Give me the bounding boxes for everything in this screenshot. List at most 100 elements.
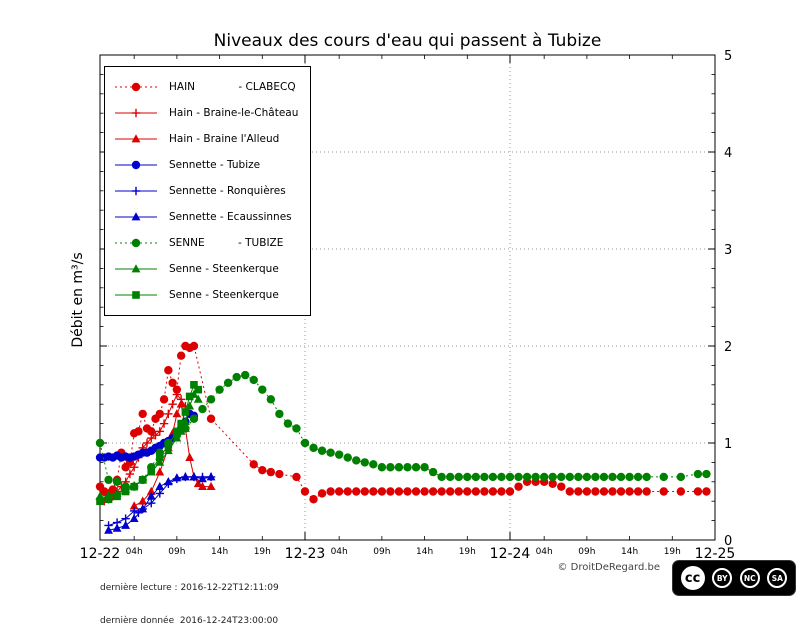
marker-triangle — [198, 481, 207, 491]
legend-marker-triangle-icon — [115, 134, 157, 143]
marker-circle — [300, 487, 310, 496]
marker-circle — [565, 487, 574, 496]
y-tick-label: 4 — [724, 146, 732, 161]
marker-circle — [591, 472, 600, 482]
plot-border — [99, 54, 716, 541]
marker-circle — [326, 448, 335, 457]
y-tick-label: 2 — [724, 340, 732, 355]
marker-circle — [608, 472, 617, 482]
marker-circle — [411, 463, 421, 472]
series-markers-hain-braine-le-chateau — [95, 390, 190, 506]
marker-circle — [258, 385, 267, 394]
marker-circle — [403, 487, 412, 496]
marker-circle — [95, 438, 105, 448]
last-data-text: dernière donnée 2016-12-24T23:00:00 — [100, 616, 279, 626]
marker-circle — [343, 453, 352, 462]
marker-square — [147, 466, 156, 474]
marker-circle — [309, 443, 318, 453]
marker-circle — [266, 467, 276, 477]
marker-circle — [471, 472, 481, 482]
marker-circle — [275, 469, 284, 479]
marker-triangle — [193, 478, 203, 488]
marker-circle — [223, 378, 233, 388]
x-major-label: 12-24 — [490, 546, 531, 562]
legend-marker-square-icon — [115, 291, 157, 299]
marker-circle — [131, 238, 141, 248]
marker-circle — [249, 375, 258, 385]
marker-circle — [386, 463, 395, 472]
legend-label-hain-braine-le-chateau: Hain - Braine-le-Château — [169, 107, 299, 119]
marker-circle — [693, 487, 703, 496]
marker-circle — [539, 472, 549, 482]
x-major-label: 12-25 — [695, 546, 736, 562]
chart-canvas: 0 1 2 3 4 5 12-22 12-23 12-24 12-25 04h 09h 14h 19h 04… — [80, 49, 736, 562]
marker-triangle — [206, 481, 216, 491]
legend-label-sennette-ronquieres: Sennette - Ronquières — [169, 185, 286, 197]
marker-circle — [232, 372, 241, 382]
legend-label-hain-clabecq: HAIN - CLABECQ — [169, 81, 296, 93]
marker-circle — [582, 472, 592, 482]
marker-triangle — [163, 477, 173, 486]
marker-triangle — [176, 399, 186, 408]
legend-box: HAIN - CLABECQ Hain - Braine-le-Château Ha… — [104, 66, 312, 316]
y-axis-label: Débit en m³/s — [70, 252, 86, 348]
x-minor-label: 09h — [168, 547, 185, 557]
marker-triangle — [193, 394, 203, 403]
marker-circle — [702, 469, 711, 479]
marker-circle — [176, 351, 186, 360]
legend-item-hain-clabecq: HAIN - CLABECQ — [113, 74, 298, 100]
cc-by-icon: BY — [712, 568, 733, 588]
legend-marker-triangle-icon — [115, 212, 157, 221]
marker-circle — [112, 477, 122, 486]
marker-circle — [428, 467, 438, 477]
marker-circle — [159, 395, 169, 404]
marker-triangle — [172, 473, 182, 482]
marker-circle — [676, 472, 686, 482]
marker-circle — [522, 472, 532, 482]
marker-circle — [189, 341, 199, 351]
marker-circle — [488, 487, 498, 496]
marker-circle — [292, 472, 301, 482]
marker-circle — [394, 463, 404, 472]
marker-circle — [659, 487, 668, 496]
marker-circle — [360, 487, 369, 496]
marker-circle — [420, 487, 429, 496]
legend-marker-circle-icon — [115, 160, 157, 170]
marker-circle — [309, 495, 318, 504]
legend-label-senne-tubize: SENNE - TUBIZE — [169, 237, 284, 249]
marker-circle — [420, 463, 429, 472]
cc-license-badge[interactable]: cc BY NC SA — [672, 560, 796, 596]
marker-circle — [463, 472, 472, 482]
marker-circle — [633, 472, 643, 482]
x-minor-label: 04h — [126, 547, 143, 557]
legend-label-senne-steenkerque-triangles: Senne - Steenkerque — [169, 263, 279, 275]
legend-item-sennette-ecaussinnes: Sennette - Ecaussinnes — [113, 204, 298, 230]
marker-triangle — [112, 523, 122, 532]
marker-circle — [574, 487, 583, 496]
y-tick-label: 1 — [724, 437, 732, 452]
x-minor-label: 19h — [459, 547, 476, 557]
legend-marker-plus-icon — [115, 186, 157, 196]
marker-circle — [189, 414, 199, 423]
marker-circle — [693, 469, 703, 479]
marker-circle — [300, 438, 310, 448]
marker-circle — [557, 482, 566, 491]
cc-sa-icon: SA — [767, 568, 788, 588]
marker-circle — [104, 475, 113, 485]
x-minor-label: 19h — [664, 547, 681, 557]
marker-circle — [454, 487, 463, 496]
marker-triangle — [181, 472, 190, 481]
series-markers-senne-tubize — [95, 370, 711, 491]
marker-triangle — [172, 409, 182, 418]
marker-triangle — [163, 445, 173, 455]
marker-circle — [446, 487, 455, 496]
x-minor-label: 14h — [211, 547, 228, 557]
y-tick-label: 0 — [724, 534, 732, 549]
marker-circle — [659, 472, 668, 482]
marker-circle — [446, 472, 455, 482]
cc-logo-icon: cc — [680, 566, 705, 590]
marker-circle — [488, 472, 498, 482]
marker-circle — [266, 395, 276, 404]
marker-circle — [437, 472, 446, 482]
marker-triangle — [189, 472, 199, 481]
